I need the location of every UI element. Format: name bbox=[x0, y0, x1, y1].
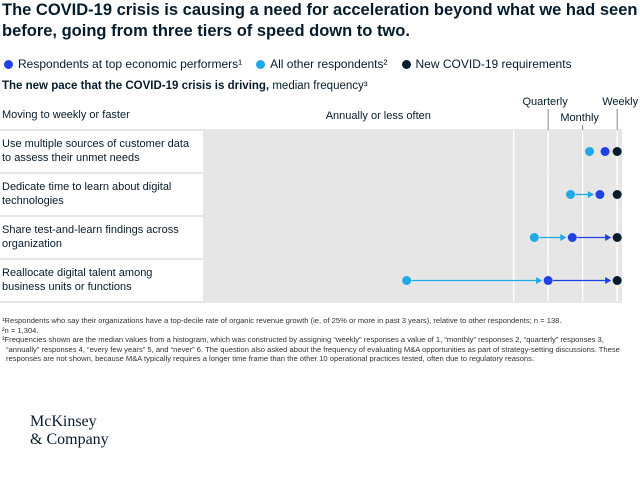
dot bbox=[566, 190, 576, 199]
subtitle: The new pace that the COVID-19 crisis is… bbox=[2, 80, 368, 92]
logo-line: McKinsey bbox=[30, 413, 97, 430]
legend: Respondents at top economic performers¹ A… bbox=[4, 57, 572, 71]
chart: Annually or less often Quarterly MonthlyWe… bbox=[0, 96, 639, 303]
x-tick-label: Monthly bbox=[560, 112, 599, 124]
dot bbox=[543, 276, 553, 285]
dot bbox=[585, 147, 595, 156]
x-tick-label: Quarterly bbox=[523, 96, 569, 108]
legend-swatch bbox=[401, 59, 411, 69]
dot bbox=[529, 233, 539, 242]
row-label: Share test-and-learn findings across org… bbox=[2, 224, 179, 250]
legend-item: All other respondents² bbox=[256, 57, 388, 71]
row-label: Use multiple sources of customer data to… bbox=[2, 138, 190, 164]
footnote: ²n = 1,304. bbox=[2, 325, 39, 335]
x-tick-label: Annually or less often bbox=[326, 110, 431, 122]
legend-swatch bbox=[256, 59, 266, 69]
arrow-head bbox=[560, 234, 567, 241]
legend-item: New COVID-19 requirements bbox=[401, 57, 572, 71]
legend-item: Respondents at top economic performers¹ bbox=[4, 57, 242, 71]
legend-swatch bbox=[4, 59, 13, 69]
arrow-head bbox=[605, 277, 612, 284]
row-band bbox=[203, 174, 622, 215]
footnote: ³Frequencies shown are the median values… bbox=[2, 335, 620, 364]
dot bbox=[612, 233, 622, 242]
subtitle-bold: The new pace that the COVID-19 crisis is… bbox=[2, 80, 270, 92]
row-label: Dedicate time to learn about digital tec… bbox=[2, 181, 172, 207]
footnotes: ¹Respondents who say their organizations… bbox=[2, 316, 632, 364]
legend-label: New COVID-19 requirements bbox=[415, 57, 572, 71]
x-tick-label: Weekly bbox=[602, 96, 638, 108]
dot bbox=[612, 276, 622, 285]
dot bbox=[567, 233, 577, 242]
logo-line: & Company bbox=[30, 431, 109, 448]
dot bbox=[612, 147, 622, 156]
dot bbox=[595, 190, 605, 199]
arrow-head bbox=[605, 234, 612, 241]
dot bbox=[600, 147, 610, 156]
footnote: ¹Respondents who say their organizations… bbox=[2, 316, 562, 325]
column-header: Moving to weekly or faster bbox=[2, 109, 130, 121]
row-band bbox=[203, 131, 622, 172]
arrow-head bbox=[536, 277, 543, 284]
arrow-head bbox=[587, 191, 594, 198]
dot bbox=[402, 276, 412, 285]
logo: McKinsey & Company bbox=[30, 413, 109, 449]
title: The COVID-19 crisis is causing a need fo… bbox=[2, 1, 638, 40]
dot bbox=[612, 190, 622, 199]
legend-label: Respondents at top economic performers¹ bbox=[18, 57, 243, 71]
legend-label: All other respondents² bbox=[270, 57, 388, 71]
row-label: Reallocate digital talent among business… bbox=[2, 267, 153, 293]
subtitle-text: median frequency³ bbox=[272, 80, 368, 92]
